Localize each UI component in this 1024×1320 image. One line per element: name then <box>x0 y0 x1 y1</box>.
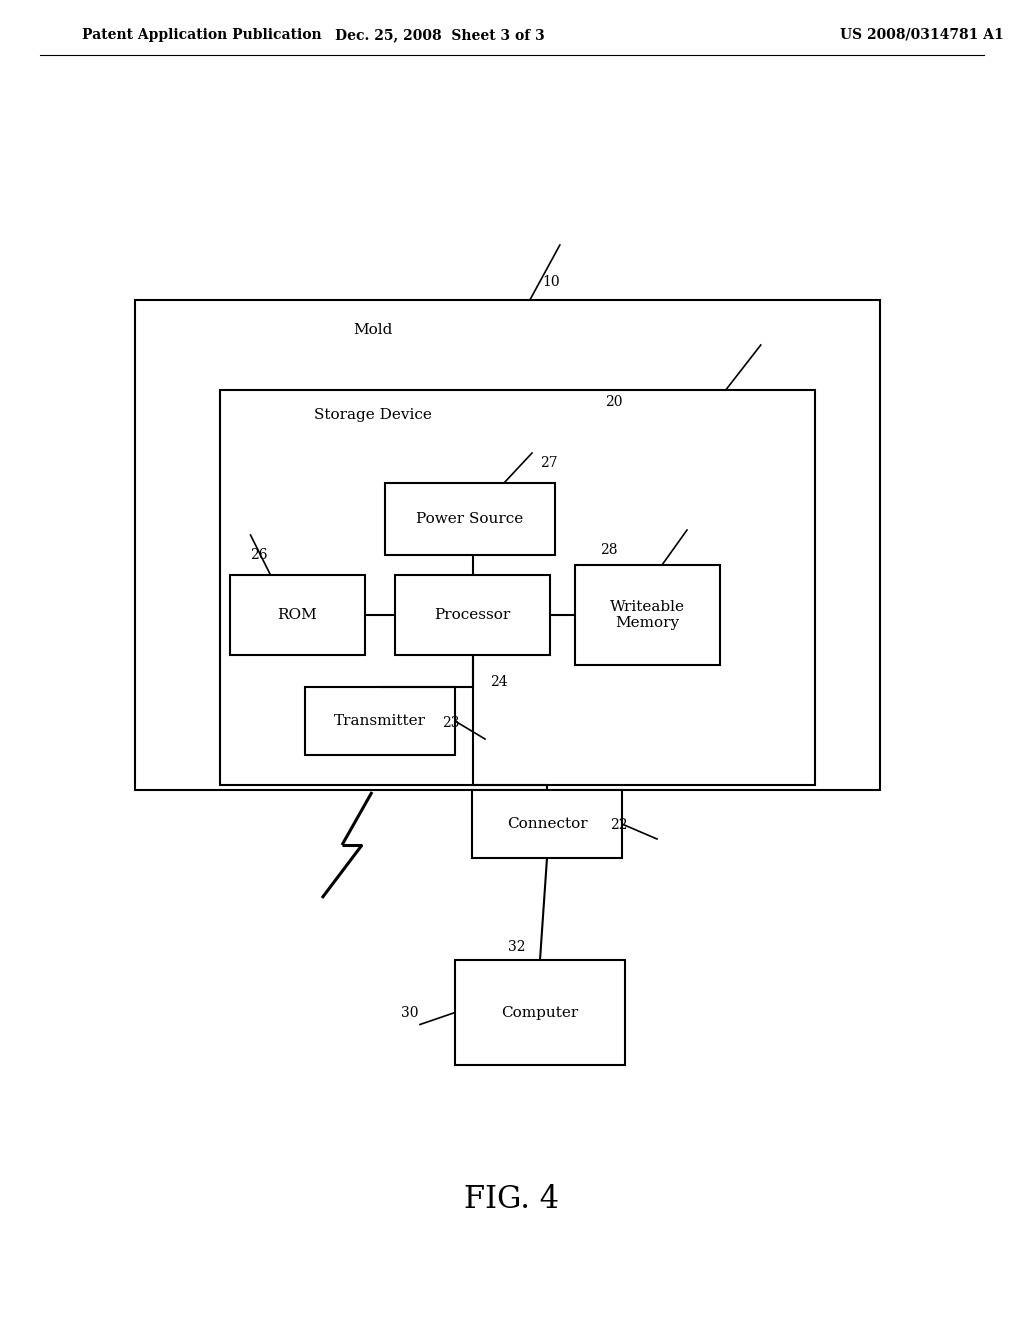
Text: 32: 32 <box>508 940 525 954</box>
Text: 10: 10 <box>542 275 560 289</box>
Text: Power Source: Power Source <box>417 512 523 525</box>
Text: US 2008/0314781 A1: US 2008/0314781 A1 <box>840 28 1004 42</box>
Text: Processor: Processor <box>434 609 511 622</box>
Bar <box>575 565 720 665</box>
Text: Connector: Connector <box>507 817 588 832</box>
Bar <box>455 960 625 1065</box>
Bar <box>230 576 365 655</box>
Bar <box>305 686 455 755</box>
Text: Computer: Computer <box>502 1006 579 1019</box>
Text: 26: 26 <box>250 548 267 562</box>
Text: Writeable
Memory: Writeable Memory <box>610 599 685 630</box>
Text: Mold: Mold <box>353 323 392 337</box>
Bar <box>220 389 815 785</box>
Bar <box>395 576 550 655</box>
Bar <box>385 483 555 554</box>
Text: Dec. 25, 2008  Sheet 3 of 3: Dec. 25, 2008 Sheet 3 of 3 <box>336 28 545 42</box>
Text: Patent Application Publication: Patent Application Publication <box>82 28 322 42</box>
Text: Storage Device: Storage Device <box>314 408 432 422</box>
Text: FIG. 4: FIG. 4 <box>465 1184 559 1216</box>
Text: 30: 30 <box>400 1006 418 1020</box>
Text: Transmitter: Transmitter <box>334 714 426 729</box>
Text: 28: 28 <box>600 543 617 557</box>
Text: 22: 22 <box>610 818 628 832</box>
Text: 23: 23 <box>442 715 460 730</box>
Text: ROM: ROM <box>278 609 317 622</box>
Bar <box>472 789 622 858</box>
Text: 27: 27 <box>540 455 558 470</box>
Bar <box>135 300 880 789</box>
Text: 20: 20 <box>605 395 623 409</box>
Text: 24: 24 <box>490 675 508 689</box>
